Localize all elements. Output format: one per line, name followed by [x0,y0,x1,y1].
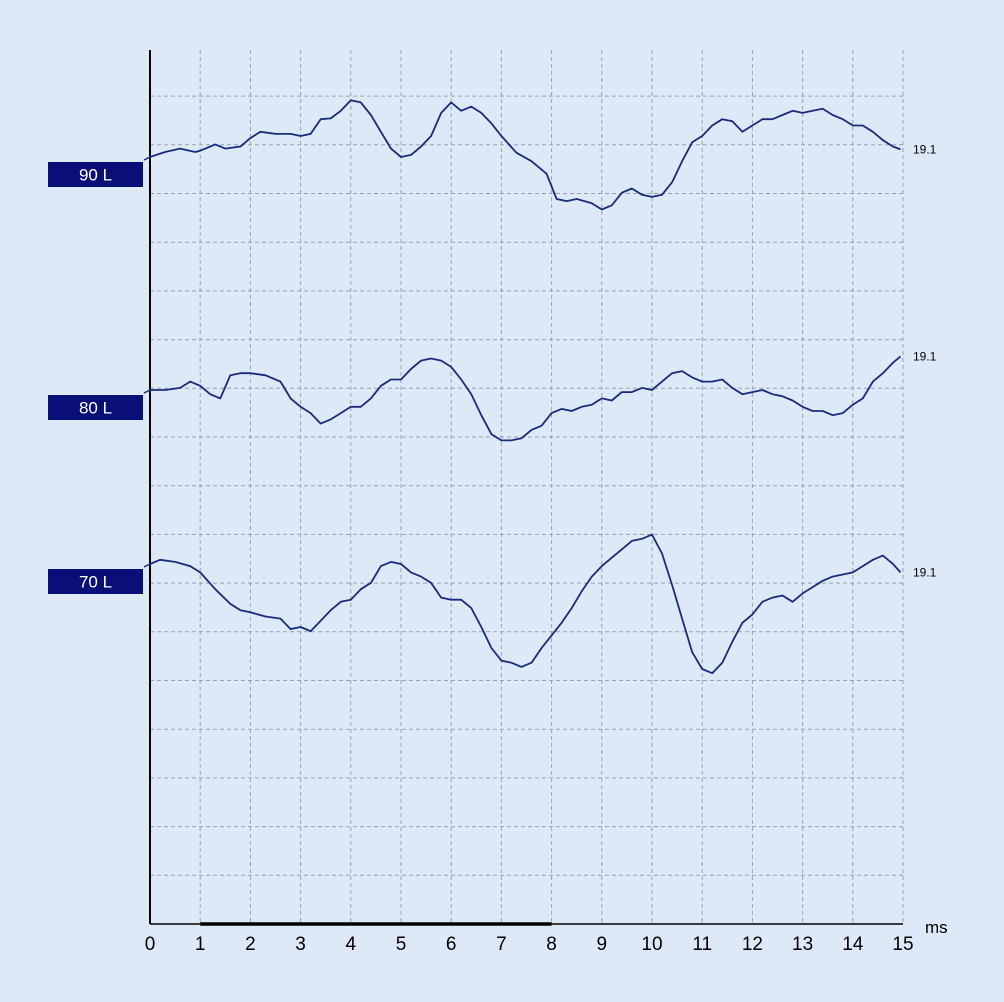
waveform-traces [143,99,902,675]
trace-label-box[interactable]: 70 L [48,569,143,594]
x-tick-label: 6 [446,934,457,955]
trace-label-background [48,162,143,187]
waveform-trace [149,533,902,675]
x-axis-unit-label: ms [925,918,948,937]
x-tick-label: 0 [145,934,156,955]
trace-label-background [48,395,143,420]
trace-end-value: 19.1 [913,565,937,579]
axes [149,50,903,926]
trace-end-value: 19.1 [913,349,937,363]
x-tick-label: 8 [546,934,557,955]
trace-start-marker [143,156,151,161]
trace-start-marker [143,563,151,568]
x-tick-label: 1 [195,934,206,955]
trace-label-box[interactable]: 80 L [48,395,143,420]
x-tick-labels: 0 1 2 3 4 5 6 7 8 9 10 11 12 13 14 15 [145,934,914,955]
x-tick-label: 11 [692,934,712,955]
x-tick-label: 5 [396,934,407,955]
x-tick-label: 13 [792,934,813,955]
x-tick-label: 7 [496,934,507,955]
x-tick-label: 9 [597,934,608,955]
trace-label-box[interactable]: 90 L [48,162,143,187]
waveform-trace [149,99,901,211]
x-tick-label: 3 [295,934,306,955]
trace-label-text: 80 L [79,399,112,418]
trace-start-marker [143,389,151,394]
x-tick-label: 10 [641,934,662,955]
x-tick-label: 2 [245,934,256,955]
trace-label-text: 90 L [79,166,112,185]
x-tick-label: 14 [842,934,864,955]
grid-lines [150,50,904,924]
x-tick-label: 15 [892,934,913,955]
trace-end-value: 19.1 [913,142,937,156]
trace-label-background [48,569,143,594]
waveform-trace [150,355,902,442]
trace-labels: 19.1 90 L 19.1 80 L 19.1 70 L [48,142,937,594]
trace-label-text: 70 L [79,573,112,592]
x-tick-label: 4 [346,934,357,955]
x-tick-label: 12 [742,934,763,955]
